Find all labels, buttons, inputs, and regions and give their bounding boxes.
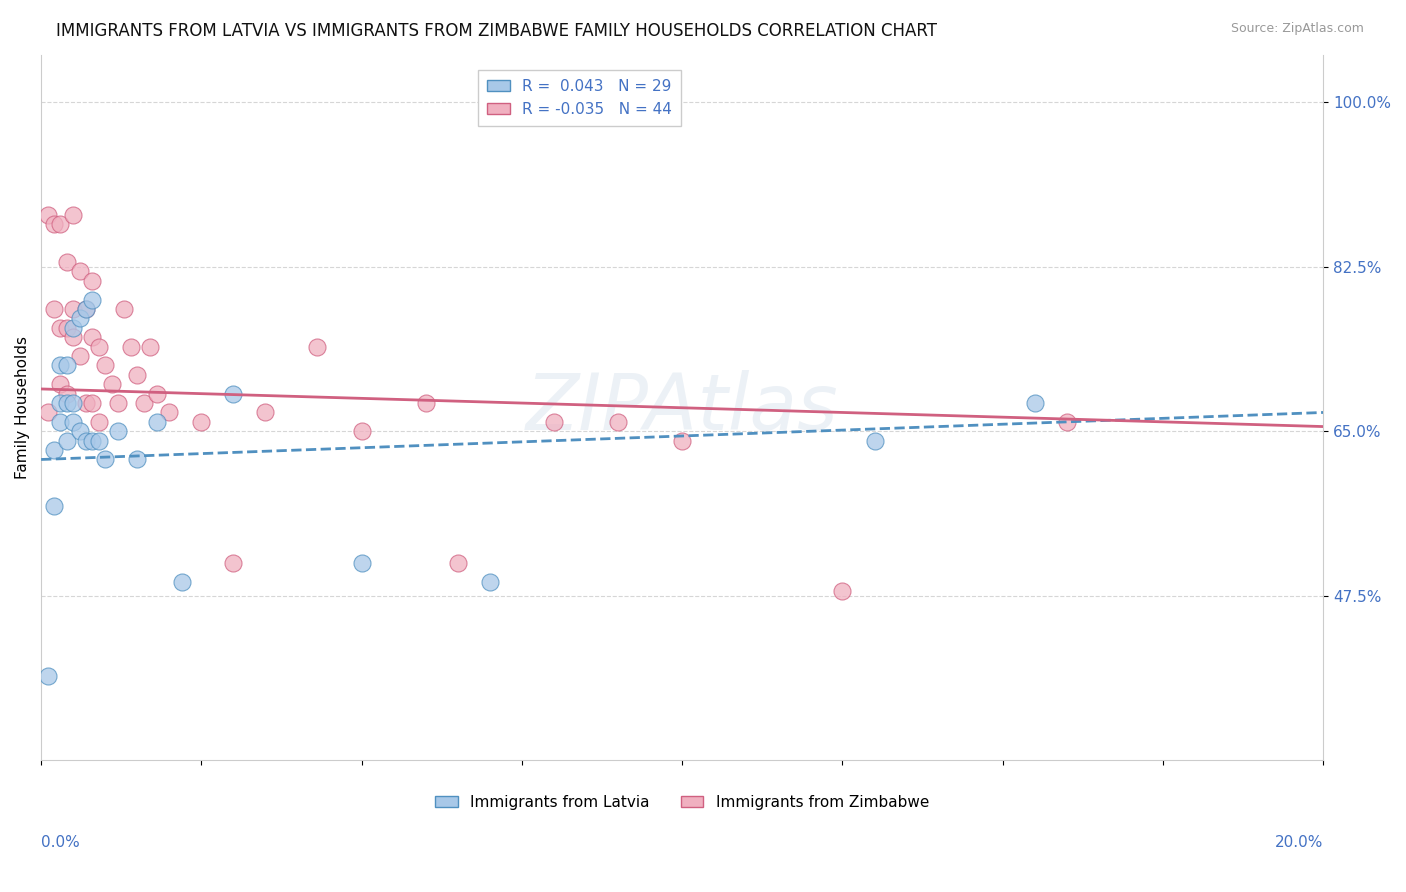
Point	[55, 255, 77, 269]
Point	[49, 377, 72, 392]
Point	[49, 359, 72, 373]
Point	[543, 415, 565, 429]
Point	[1056, 415, 1078, 429]
Point	[62, 415, 84, 429]
Text: IMMIGRANTS FROM LATVIA VS IMMIGRANTS FROM ZIMBABWE FAMILY HOUSEHOLDS CORRELATION: IMMIGRANTS FROM LATVIA VS IMMIGRANTS FRO…	[56, 22, 938, 40]
Point	[75, 434, 97, 448]
Point	[37, 669, 59, 683]
Point	[415, 396, 437, 410]
Point	[49, 415, 72, 429]
Point	[100, 377, 122, 392]
Point	[55, 396, 77, 410]
Point	[254, 405, 277, 419]
Point	[607, 415, 630, 429]
Point	[350, 424, 373, 438]
Point	[82, 396, 104, 410]
Point	[222, 556, 245, 570]
Point	[69, 311, 91, 326]
Point	[127, 368, 149, 382]
Point	[863, 434, 886, 448]
Point	[42, 500, 65, 514]
Text: ZIPAtlas: ZIPAtlas	[526, 370, 838, 446]
Point	[37, 405, 59, 419]
Point	[37, 208, 59, 222]
Point	[94, 359, 117, 373]
Point	[55, 359, 77, 373]
Point	[62, 321, 84, 335]
Point	[62, 208, 84, 222]
Point	[132, 396, 155, 410]
Text: 20.0%: 20.0%	[1275, 836, 1323, 850]
Point	[478, 574, 501, 589]
Point	[62, 396, 84, 410]
Text: Source: ZipAtlas.com: Source: ZipAtlas.com	[1230, 22, 1364, 36]
Point	[157, 405, 180, 419]
Point	[49, 321, 72, 335]
Point	[222, 386, 245, 401]
Point	[42, 443, 65, 458]
Point	[114, 301, 136, 316]
Point	[75, 301, 97, 316]
Point	[671, 434, 693, 448]
Point	[447, 556, 470, 570]
Point	[69, 424, 91, 438]
Y-axis label: Family Households: Family Households	[15, 336, 30, 479]
Point	[107, 396, 129, 410]
Point	[87, 340, 110, 354]
Point	[82, 330, 104, 344]
Point	[145, 415, 167, 429]
Point	[82, 274, 104, 288]
Point	[62, 301, 84, 316]
Point	[94, 452, 117, 467]
Point	[831, 584, 853, 599]
Point	[82, 434, 104, 448]
Point	[55, 434, 77, 448]
Legend: Immigrants from Latvia, Immigrants from Zimbabwe: Immigrants from Latvia, Immigrants from …	[429, 789, 935, 816]
Point	[305, 340, 328, 354]
Point	[75, 396, 97, 410]
Point	[350, 556, 373, 570]
Point	[42, 301, 65, 316]
Point	[69, 349, 91, 363]
Point	[107, 424, 129, 438]
Point	[82, 293, 104, 307]
Point	[120, 340, 142, 354]
Point	[1024, 396, 1046, 410]
Point	[49, 218, 72, 232]
Point	[49, 396, 72, 410]
Point	[55, 386, 77, 401]
Point	[69, 264, 91, 278]
Point	[87, 415, 110, 429]
Point	[87, 434, 110, 448]
Point	[75, 301, 97, 316]
Point	[127, 452, 149, 467]
Text: 0.0%: 0.0%	[41, 836, 80, 850]
Point	[190, 415, 212, 429]
Point	[139, 340, 162, 354]
Point	[172, 574, 194, 589]
Point	[55, 321, 77, 335]
Point	[145, 386, 167, 401]
Point	[62, 330, 84, 344]
Point	[42, 218, 65, 232]
